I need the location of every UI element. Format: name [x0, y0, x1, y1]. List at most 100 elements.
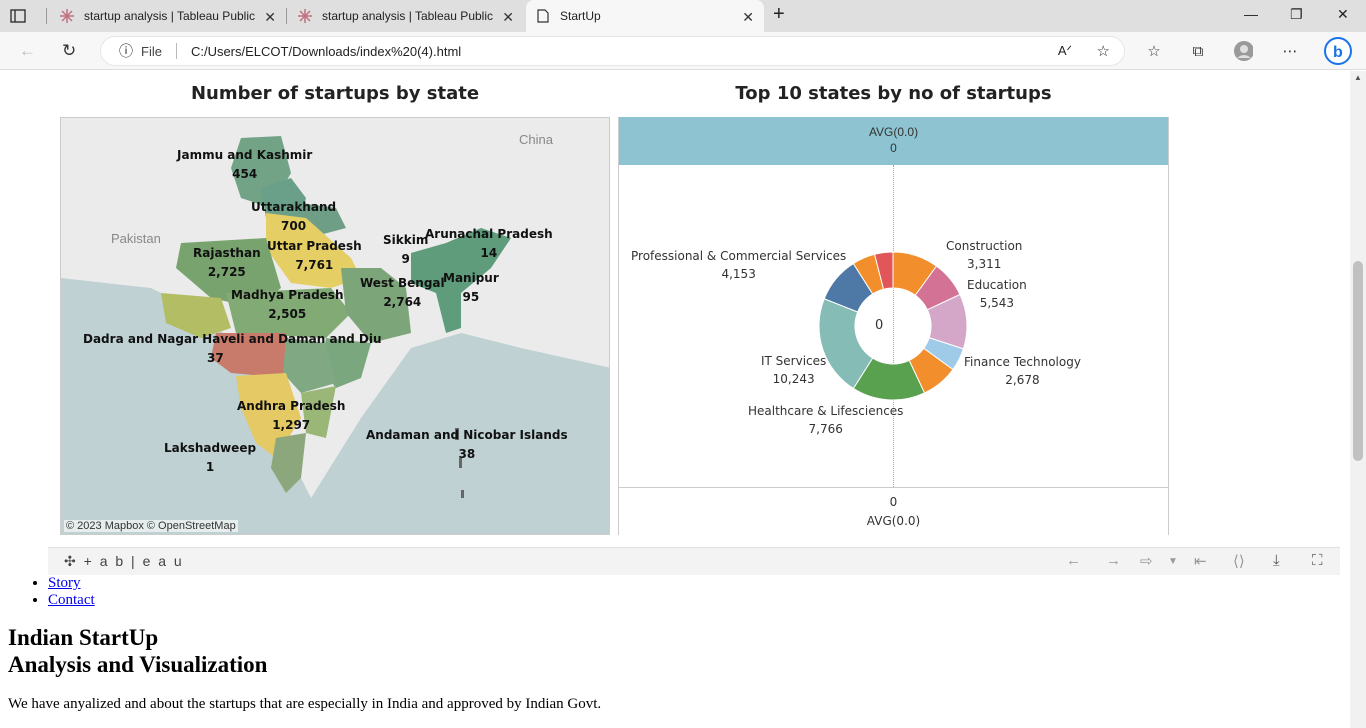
- close-window-button[interactable]: ✕: [1337, 6, 1349, 22]
- address-bar[interactable]: ⓘ File C:/Users/ELCOT/Downloads/index%20…: [100, 36, 1125, 66]
- map-label-manipur: Manipur 95: [443, 271, 499, 304]
- nav-item-story: Story: [48, 575, 601, 592]
- map-label-west-bengal: West Bengal 2,764: [360, 276, 445, 309]
- vertical-scrollbar[interactable]: ▲: [1350, 71, 1366, 728]
- close-tab-icon[interactable]: ✕: [502, 9, 514, 25]
- page-body: Story Contact Indian StartUp Analysis an…: [8, 575, 601, 713]
- scrollbar-thumb[interactable]: [1353, 261, 1363, 461]
- slice-label-healthcare: Healthcare & Lifesciences 7,766: [748, 404, 904, 436]
- tab-startup-active[interactable]: StartUp ✕: [526, 0, 764, 32]
- bing-copilot-icon[interactable]: b: [1324, 37, 1352, 65]
- tableau-favicon-icon: [60, 9, 74, 23]
- slice-label-professional-commercial: Professional & Commercial Services 4,153: [631, 249, 847, 281]
- map-label-madhya-pradesh: Madhya Pradesh 2,505: [231, 288, 344, 321]
- profile-avatar[interactable]: [1233, 41, 1253, 61]
- address-toolbar: ← ↻ ⓘ File C:/Users/ELCOT/Downloads/inde…: [0, 32, 1366, 70]
- map-shapes: China Pakistan: [61, 118, 609, 534]
- page-heading: Indian StartUp Analysis and Visualizatio…: [8, 625, 268, 677]
- revert-dropdown-icon[interactable]: ▼: [1168, 556, 1178, 567]
- map-label-sikkim: Sikkim 9: [383, 233, 429, 266]
- donut-chart[interactable]: [619, 117, 1168, 535]
- map-label-andaman-nicobar: Andaman and Nicobar Islands 38: [366, 428, 568, 461]
- nav-list: Story Contact: [48, 575, 601, 609]
- map-label-uttar-pradesh: Uttar Pradesh 7,761: [267, 239, 362, 272]
- browser-tab-bar: startup analysis | Tableau Public ✕ star…: [0, 0, 1366, 32]
- reset-icon[interactable]: ⇤: [1194, 553, 1207, 570]
- redo-icon[interactable]: →: [1106, 552, 1121, 569]
- state-gujarat: [161, 293, 231, 338]
- collections-icon[interactable]: ⧉: [1192, 42, 1204, 60]
- state-west-bengal: [341, 268, 411, 343]
- read-aloud-icon[interactable]: Aᐟ: [1057, 43, 1072, 58]
- axis-line: [619, 487, 1168, 488]
- svg-text:b: b: [1333, 44, 1343, 61]
- tab-actions-button[interactable]: [10, 0, 40, 32]
- add-favorite-icon[interactable]: ☆: [1096, 43, 1110, 60]
- country-label-pakistan: Pakistan: [111, 231, 161, 246]
- state-rajasthan: [176, 238, 281, 308]
- avg-reference-band: AVG(0.0) 0: [619, 117, 1168, 165]
- tab-title: StartUp: [560, 9, 601, 23]
- state-maharashtra: [211, 333, 286, 378]
- andaman-islands-shape: [455, 428, 464, 498]
- page-icon: [536, 9, 550, 23]
- close-tab-icon[interactable]: ✕: [264, 9, 276, 25]
- share-icon[interactable]: ⟨⟩: [1233, 553, 1245, 570]
- tab-tableau-1[interactable]: startup analysis | Tableau Public ✕: [50, 0, 286, 32]
- map-label-andhra-pradesh: Andhra Pradesh 1,297: [237, 399, 346, 432]
- tableau-favicon-icon: [298, 9, 312, 23]
- map-label-rajasthan: Rajasthan 2,725: [193, 246, 261, 279]
- fullscreen-icon[interactable]: ⛶: [1312, 552, 1323, 569]
- contact-link[interactable]: Contact: [48, 592, 95, 608]
- map-label-dadra-nagar-haveli: Dadra and Nagar Haveli and Daman and Diu…: [83, 332, 382, 365]
- undo-icon[interactable]: ←: [1066, 552, 1081, 569]
- refresh-button[interactable]: ↻: [62, 41, 77, 60]
- restore-button[interactable]: ❐: [1290, 6, 1303, 22]
- back-button[interactable]: ←: [19, 41, 36, 60]
- download-icon[interactable]: ⤓: [1273, 552, 1280, 569]
- map-title: Number of startups by state: [190, 83, 480, 104]
- favorites-icon[interactable]: ☆: [1147, 43, 1161, 60]
- country-label-china: China: [519, 132, 554, 147]
- state-andhra-pradesh: [301, 386, 336, 438]
- map-label-arunachal-pradesh: Arunachal Pradesh 14: [425, 227, 553, 260]
- page-description: We have anyalized and about the startups…: [8, 696, 602, 712]
- tableau-toolbar: ✣ + a b | e a u ← → ⇨ ▼ ⇤ ⟨⟩ ⤓ ⛶: [48, 547, 1340, 575]
- map-attribution[interactable]: © 2023 Mapbox © OpenStreetMap: [64, 520, 238, 532]
- tableau-logo-icon: ✣: [64, 553, 78, 569]
- tableau-logo[interactable]: ✣ + a b | e a u: [64, 553, 184, 569]
- slice-label-education: Education 5,543: [967, 278, 1027, 310]
- story-link[interactable]: Story: [48, 575, 81, 591]
- donut-title: Top 10 states by no of startups: [735, 83, 1052, 104]
- tab-tableau-2[interactable]: startup analysis | Tableau Public ✕: [288, 0, 524, 32]
- revert-icon[interactable]: ⇨: [1140, 553, 1153, 570]
- zero-reference-line: [893, 165, 894, 487]
- more-menu-icon[interactable]: ⋯: [1282, 43, 1298, 60]
- slice-label-it-services: IT Services 10,243: [761, 354, 827, 386]
- state-telangana: [283, 338, 336, 393]
- state-madhya-pradesh: [226, 288, 351, 338]
- map-label-lakshadweep: Lakshadweep 1: [164, 441, 257, 474]
- url-text: C:/Users/ELCOT/Downloads/index%20(4).htm…: [190, 43, 462, 59]
- india-map[interactable]: China Pakistan Jammu and Kashmir 454 Utta…: [60, 117, 610, 535]
- slice-label-construction: Construction 3,311: [946, 239, 1023, 271]
- page-content: Number of startups by state Top 10 state…: [0, 71, 1350, 728]
- state-tamil-nadu: [271, 433, 306, 493]
- slice-label-finance-technology: Finance Technology 2,678: [964, 355, 1081, 387]
- close-tab-icon[interactable]: ✕: [742, 9, 754, 25]
- minimize-button[interactable]: —: [1244, 6, 1258, 22]
- avg-label-top: AVG(0.0): [868, 125, 919, 139]
- donut-chart-panel[interactable]: AVG(0.0) 0 0 Professional & Commercial S…: [618, 117, 1169, 535]
- avg-value-bottom: 0: [889, 495, 898, 509]
- donut-slice[interactable]: [873, 251, 894, 290]
- new-tab-button[interactable]: +: [773, 3, 785, 25]
- map-label-uttarakhand: Uttarakhand 700: [251, 200, 337, 233]
- tab-title: startup analysis | Tableau Public: [322, 9, 493, 23]
- avg-value-top: 0: [890, 141, 897, 155]
- scheme-label: File: [141, 43, 162, 59]
- scroll-up-icon[interactable]: ▲: [1354, 73, 1362, 82]
- map-label-jammu-kashmir: Jammu and Kashmir 454: [177, 148, 313, 181]
- tab-actions-icon: [10, 9, 26, 23]
- nav-item-contact: Contact: [48, 592, 601, 609]
- info-icon: ⓘ: [119, 43, 133, 59]
